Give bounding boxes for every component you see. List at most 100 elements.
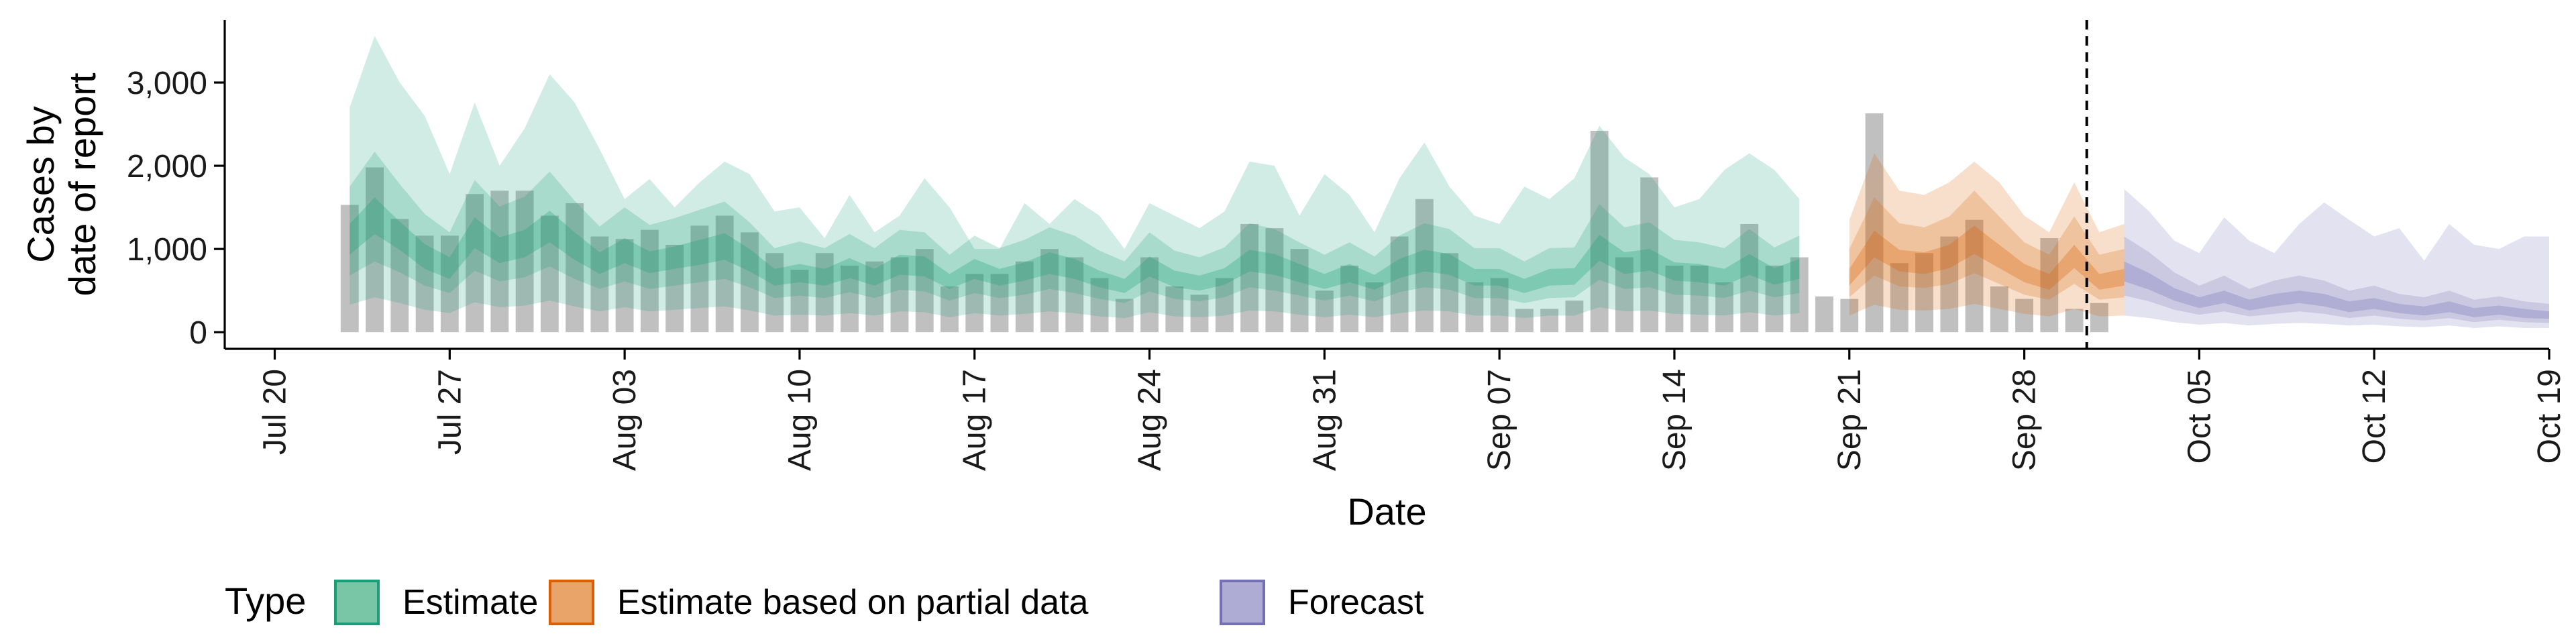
reported-bar-65 bbox=[1965, 219, 1984, 333]
x-tick-label-3: Aug 10 bbox=[782, 369, 818, 471]
forecast-mid-band bbox=[2124, 236, 2549, 323]
legend-label-2: Forecast bbox=[1288, 583, 1424, 622]
forecast-ribbons bbox=[2124, 189, 2549, 328]
y-tick-label-3: 3,000 bbox=[127, 66, 207, 101]
legend-label-0: Estimate bbox=[402, 583, 538, 622]
reported-bar-4 bbox=[440, 235, 459, 333]
reported-bar-63 bbox=[1915, 253, 1933, 333]
reported-bar-37 bbox=[1265, 228, 1284, 333]
reported-bar-3 bbox=[415, 235, 434, 333]
reported-bar-35 bbox=[1215, 278, 1234, 333]
reported-bar-7 bbox=[515, 191, 534, 333]
reported-bar-69 bbox=[2065, 309, 2084, 333]
reported-bar-57 bbox=[1765, 265, 1784, 333]
reported-bar-24 bbox=[941, 286, 959, 333]
reported-bar-28 bbox=[1040, 249, 1059, 333]
reported-bar-36 bbox=[1240, 223, 1258, 333]
reported-bar-49 bbox=[1565, 301, 1584, 333]
reported-bar-47 bbox=[1515, 309, 1534, 333]
reported-bar-32 bbox=[1140, 257, 1159, 333]
reported-bar-38 bbox=[1290, 249, 1309, 333]
forecast-inner-band bbox=[2124, 261, 2549, 319]
x-tick-label-11: Oct 05 bbox=[2182, 369, 2217, 464]
reported-bar-39 bbox=[1315, 290, 1334, 333]
reported-bar-18 bbox=[790, 270, 809, 333]
legend: Type Estimate Estimate based on partial da… bbox=[225, 580, 1424, 625]
reported-bar-26 bbox=[990, 274, 1009, 333]
reported-bar-62 bbox=[1890, 263, 1909, 333]
y-axis-title-line-0: Cases by bbox=[19, 106, 62, 262]
reported-bar-16 bbox=[741, 232, 759, 333]
reported-bar-52 bbox=[1640, 177, 1659, 333]
x-tick-label-6: Aug 31 bbox=[1307, 369, 1342, 471]
legend-title: Type bbox=[225, 580, 306, 622]
x-axis-title: Date bbox=[1347, 490, 1426, 533]
reported-bar-56 bbox=[1740, 223, 1759, 333]
reported-bar-25 bbox=[965, 274, 984, 333]
reported-bar-5 bbox=[466, 194, 484, 333]
reported-bar-53 bbox=[1665, 265, 1684, 333]
partial-mid-band bbox=[1849, 191, 2125, 300]
x-tick-label-0: Jul 20 bbox=[258, 369, 293, 455]
legend-key-1 bbox=[549, 580, 594, 625]
reported-bar-6 bbox=[490, 191, 509, 333]
reported-bar-0 bbox=[340, 205, 359, 333]
reported-bar-54 bbox=[1690, 265, 1709, 333]
reported-bar-41 bbox=[1365, 282, 1384, 333]
estimate-outer-band bbox=[350, 36, 1800, 319]
reported-bar-46 bbox=[1490, 278, 1509, 333]
reported-bar-12 bbox=[640, 229, 659, 333]
x-tick-label-7: Sep 07 bbox=[1482, 369, 1517, 471]
legend-label-1: Estimate based on partial data bbox=[617, 583, 1089, 622]
reported-bar-17 bbox=[765, 253, 784, 333]
x-tick-label-8: Sep 14 bbox=[1657, 369, 1693, 471]
x-tick-label-5: Aug 24 bbox=[1132, 369, 1168, 471]
x-tick-label-2: Aug 03 bbox=[607, 369, 643, 471]
estimate-ribbons bbox=[350, 36, 1800, 319]
reported-bar-2 bbox=[390, 219, 409, 333]
x-tick-label-12: Oct 12 bbox=[2357, 369, 2392, 464]
reported-bar-64 bbox=[1940, 236, 1959, 333]
x-tick-label-10: Sep 28 bbox=[2007, 369, 2043, 471]
reported-bar-11 bbox=[615, 239, 634, 333]
reported-bar-20 bbox=[841, 265, 859, 333]
y-tick-label-0: 0 bbox=[189, 315, 207, 351]
reported-bar-44 bbox=[1440, 253, 1459, 333]
estimate-inner-band bbox=[350, 197, 1800, 293]
reported-bar-48 bbox=[1540, 309, 1559, 333]
partial-estimate-ribbons bbox=[1849, 153, 2125, 317]
reported-bar-30 bbox=[1090, 278, 1109, 333]
reported-bar-9 bbox=[566, 203, 584, 333]
legend-key-2 bbox=[1220, 580, 1265, 625]
reported-bar-58 bbox=[1790, 257, 1809, 333]
reported-bar-31 bbox=[1115, 299, 1134, 333]
reported-bar-29 bbox=[1065, 257, 1084, 333]
reported-bar-50 bbox=[1590, 130, 1609, 333]
reported-bar-15 bbox=[715, 215, 734, 333]
reported-bar-14 bbox=[690, 225, 709, 333]
axes: 0 1,000 2,000 3,000 Jul 20 Jul 27 Aug 03 Aug 10… bbox=[19, 20, 2567, 533]
reported-bar-1 bbox=[366, 167, 384, 333]
reported-bar-45 bbox=[1465, 282, 1484, 333]
forecast-outer-band bbox=[2124, 189, 2549, 328]
reported-bar-55 bbox=[1715, 282, 1733, 333]
y-axis-title: Cases bydate of report bbox=[19, 72, 103, 297]
reported-bar-60 bbox=[1840, 299, 1859, 333]
reported-bar-40 bbox=[1340, 265, 1359, 333]
reported-bar-51 bbox=[1615, 257, 1633, 333]
reported-bar-10 bbox=[590, 236, 609, 333]
x-tick-label-1: Jul 27 bbox=[432, 369, 468, 455]
reported-bar-68 bbox=[2040, 238, 2059, 333]
partial-inner-band bbox=[1849, 225, 2125, 290]
partial-outer-band bbox=[1849, 153, 2125, 317]
reported-bar-27 bbox=[1015, 261, 1034, 333]
reported-bar-70 bbox=[2090, 303, 2108, 333]
reported-bar-21 bbox=[865, 261, 884, 333]
reported-bar-34 bbox=[1190, 294, 1209, 333]
x-tick-label-13: Oct 19 bbox=[2532, 369, 2567, 464]
reported-bar-19 bbox=[815, 253, 834, 333]
reported-bar-42 bbox=[1390, 236, 1409, 333]
reported-bar-22 bbox=[890, 257, 909, 333]
